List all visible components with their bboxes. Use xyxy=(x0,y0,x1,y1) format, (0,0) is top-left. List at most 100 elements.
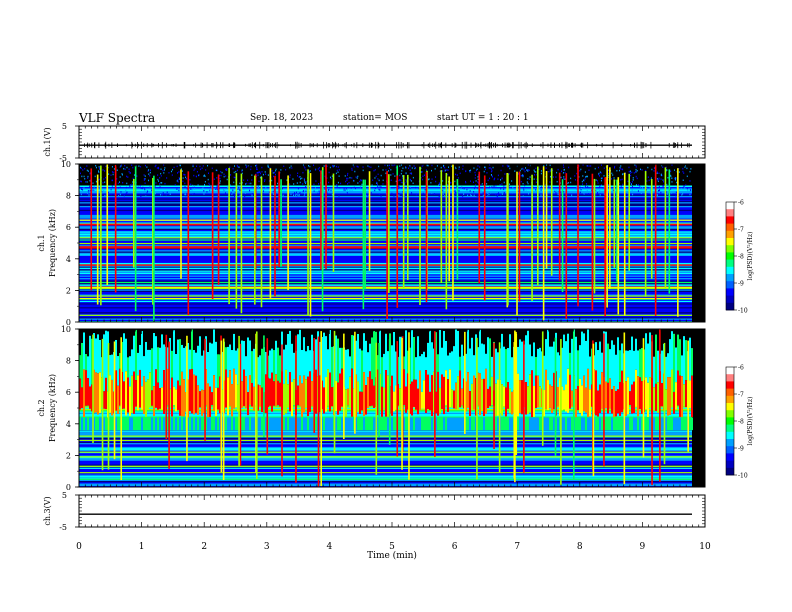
noise-column xyxy=(185,346,187,393)
speckle xyxy=(353,186,355,189)
noise-column xyxy=(237,348,239,385)
noise-column xyxy=(559,417,561,431)
speckle xyxy=(332,165,334,168)
speckle xyxy=(132,166,134,169)
frequency-band xyxy=(79,303,692,305)
noise-column xyxy=(293,417,295,431)
noise-column xyxy=(387,417,389,431)
speckle xyxy=(335,172,337,175)
speckle xyxy=(465,181,467,184)
speckle xyxy=(658,177,660,180)
noise-column xyxy=(619,350,621,383)
noise-column xyxy=(277,347,279,381)
noise-column xyxy=(365,385,367,415)
speckle xyxy=(147,170,149,172)
noise-column xyxy=(527,330,529,387)
noise-column xyxy=(241,381,243,408)
noise-column xyxy=(617,389,619,414)
colorbar-cell xyxy=(726,234,734,237)
noise-column xyxy=(391,345,393,376)
speckle xyxy=(597,192,599,194)
speckle xyxy=(485,186,487,189)
speckle xyxy=(497,194,499,196)
noise-column xyxy=(369,371,371,407)
speckle xyxy=(203,190,205,192)
speckle xyxy=(374,187,376,189)
noise-column xyxy=(151,417,153,431)
speckle xyxy=(489,192,491,194)
noise-column xyxy=(307,345,309,377)
speckle xyxy=(202,165,204,167)
speckle xyxy=(563,176,565,178)
frequency-band xyxy=(79,449,692,451)
sferic-impulse xyxy=(152,177,154,305)
speckle xyxy=(334,191,336,194)
speckle xyxy=(304,181,306,183)
speckle xyxy=(578,165,580,167)
noise-column xyxy=(599,417,601,431)
speckle xyxy=(273,171,275,174)
speckle xyxy=(340,182,342,185)
speckle xyxy=(308,171,310,174)
frequency-band xyxy=(79,222,692,224)
speckle xyxy=(283,165,285,168)
sferic-impulse xyxy=(362,179,365,310)
noise-column xyxy=(269,417,271,431)
speckle xyxy=(438,184,440,186)
speckle xyxy=(549,169,551,171)
speckle xyxy=(487,179,489,182)
speckle xyxy=(647,176,649,178)
speckle xyxy=(125,186,127,189)
speckle xyxy=(676,177,678,179)
noise-column xyxy=(435,332,437,392)
noise-column xyxy=(407,417,409,431)
speckle xyxy=(335,165,337,168)
noise-column xyxy=(543,390,545,417)
colorbar-cell xyxy=(726,428,734,431)
noise-column xyxy=(371,417,373,431)
noise-column xyxy=(453,390,455,409)
sferic-impulse xyxy=(239,343,242,466)
speckle xyxy=(296,193,298,196)
sferic-impulse xyxy=(456,179,459,280)
speckle xyxy=(603,186,605,189)
noise-column xyxy=(677,370,679,406)
noise-column xyxy=(587,417,589,431)
speckle xyxy=(102,169,104,171)
sferic-impulse xyxy=(537,166,539,286)
speckle xyxy=(158,180,160,182)
frequency-band xyxy=(79,225,692,228)
noise-column xyxy=(377,355,379,370)
colorbar-tick-label: -8 xyxy=(738,419,744,426)
speckle xyxy=(344,189,346,192)
colorbar-cell xyxy=(726,295,734,298)
noise-column xyxy=(199,391,201,408)
speckle xyxy=(576,186,578,188)
noise-column xyxy=(617,337,619,390)
speckle xyxy=(500,194,502,196)
y-axis-label: ch.3(V) xyxy=(43,496,52,525)
noise-column xyxy=(413,379,415,407)
noise-column xyxy=(535,375,537,409)
speckle xyxy=(441,194,443,197)
speckle xyxy=(556,190,558,192)
speckle xyxy=(462,168,464,170)
speckle xyxy=(430,181,432,184)
noise-column xyxy=(355,340,357,375)
speckle xyxy=(510,186,512,189)
speckle xyxy=(426,164,428,167)
noise-column xyxy=(289,330,291,373)
speckle xyxy=(216,184,218,187)
speckle xyxy=(660,191,662,194)
speckle xyxy=(263,190,265,192)
speckle xyxy=(474,171,476,174)
speckle xyxy=(627,192,629,194)
speckle xyxy=(99,186,101,188)
sferic-impulse xyxy=(593,178,596,294)
speckle xyxy=(357,182,359,184)
colorbar-cell xyxy=(726,223,734,226)
speckle xyxy=(125,192,127,195)
speckle xyxy=(318,183,320,185)
noise-column xyxy=(615,390,617,417)
speckle xyxy=(498,192,500,194)
